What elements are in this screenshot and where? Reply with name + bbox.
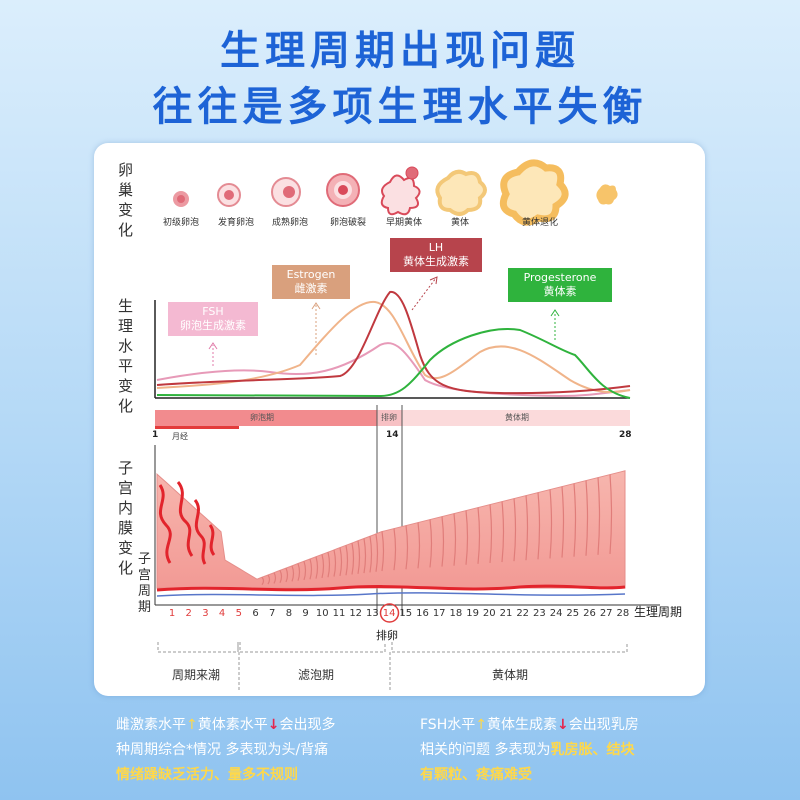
day-23: 23 — [533, 608, 546, 619]
level-label: 生理水平变化 — [118, 297, 134, 415]
phase-menses: 周期来潮 — [171, 668, 221, 682]
bottom-right-text: FSH水平↑黄体生成素↓会出现乳房 相关的问题 多表现为乳房胀、结块 有颗粒、疼… — [420, 713, 710, 788]
follicular-bar-label: 卵泡期 — [250, 413, 274, 422]
br-fsh: FSH水平 — [420, 717, 476, 733]
day-24: 24 — [549, 608, 563, 619]
stage-label-0: 初级卵泡 — [162, 218, 200, 228]
title-line-2: 往往是多项生理水平失衡 — [152, 84, 648, 130]
day-17: 17 — [432, 608, 446, 619]
day-16: 16 — [416, 608, 429, 619]
day-21: 21 — [499, 608, 513, 619]
day-10: 10 — [315, 608, 329, 619]
up-arrow-icon: ↑ — [186, 717, 198, 733]
day-8: 8 — [285, 608, 293, 619]
estrogen-desc: 雌激素 — [294, 282, 328, 295]
day-end-label: 28 — [619, 430, 632, 440]
up-arrow-icon: ↑ — [475, 717, 487, 733]
day-19: 19 — [466, 608, 479, 619]
day-11: 11 — [332, 608, 346, 619]
bl-tail: 会出现多 — [279, 717, 336, 733]
stage-label-4: 早期黄体 — [385, 218, 423, 228]
down-arrow-icon: ↓ — [267, 717, 280, 733]
day-27: 27 — [599, 608, 613, 619]
day-18: 18 — [449, 608, 463, 619]
progesterone-desc: 黄体素 — [543, 285, 577, 298]
fsh-box: FSH 卵泡生成激素 — [168, 302, 258, 336]
estrogen-name: Estrogen — [286, 268, 336, 281]
estrogen-box: Estrogen 雌激素 — [272, 265, 350, 299]
endometrium-label: 子宫内膜变化 — [118, 459, 134, 577]
br-line2b: 乳房胀、结块 — [550, 742, 635, 758]
progesterone-name: Progesterone — [523, 271, 597, 284]
br-lh: 黄体生成素 — [486, 717, 557, 733]
br-line3: 有颗粒、疼痛难受 — [420, 767, 532, 783]
day-7: 7 — [269, 608, 276, 619]
down-arrow-icon: ↓ — [556, 717, 569, 733]
fsh-desc: 卵泡生成激素 — [180, 319, 246, 332]
uterine-cycle-label: 子宫周期 — [138, 552, 152, 615]
day-14: 14 — [382, 608, 396, 619]
lh-desc: 黄体生成激素 — [403, 255, 469, 268]
br-tail: 会出现乳房 — [568, 717, 639, 733]
day-9: 9 — [302, 608, 309, 619]
luteal-bar-label: 黄体期 — [505, 413, 529, 422]
day-4: 4 — [218, 608, 226, 619]
bl-line3: 情绪躁缺乏活力、量多不规则 — [116, 767, 298, 783]
ovary-label: 卵巢变化 — [118, 161, 134, 239]
bl-line2: 种周期综合*情况 多表现为头/背痛 — [116, 742, 329, 758]
progesterone-box: Progesterone 黄体素 — [508, 268, 612, 302]
day-22: 22 — [516, 608, 530, 619]
stage-label-1: 发育卵泡 — [217, 218, 255, 228]
phase-luteal: 黄体期 — [491, 668, 529, 682]
day-2: 2 — [185, 608, 192, 619]
lh-name: LH — [428, 241, 444, 254]
stage-label-6: 黄体退化 — [521, 218, 559, 228]
ovulation-label: 排卵 — [376, 629, 398, 642]
lh-box: LH 黄体生成激素 — [390, 238, 482, 272]
cycle-axis-label: 生理周期 — [634, 605, 683, 619]
day-mid-label: 14 — [386, 430, 399, 440]
day-start-label: 1 — [152, 430, 159, 440]
bl-estrogen: 雌激素水平 — [116, 717, 186, 733]
stage-label-2: 成熟卵泡 — [271, 218, 309, 228]
bl-progesterone: 黄体素水平 — [197, 717, 268, 733]
day-25: 25 — [566, 608, 580, 619]
stage-label-5: 黄体 — [450, 218, 470, 228]
bottom-left-text: 雌激素水平↑黄体素水平↓会出现多 种周期综合*情况 多表现为头/背痛 情绪躁缺乏… — [116, 713, 406, 788]
stage-label-3: 卵泡破裂 — [329, 218, 367, 228]
menses-label: 月经 — [172, 432, 188, 441]
day-15: 15 — [399, 608, 413, 619]
day-5: 5 — [235, 608, 242, 619]
title-line-1: 生理周期出现问题 — [220, 28, 580, 74]
phase-follicular: 滤泡期 — [297, 668, 335, 682]
fsh-name: FSH — [202, 305, 224, 318]
day-6: 6 — [252, 608, 259, 619]
br-line2a: 相关的问题 多表现为 — [420, 742, 551, 758]
day-12: 12 — [349, 608, 363, 619]
day-26: 26 — [583, 608, 596, 619]
ovulation-bar-label: 排卵 — [381, 413, 397, 422]
day-1: 1 — [168, 608, 176, 619]
day-3: 3 — [202, 608, 209, 619]
day-13: 13 — [366, 608, 379, 619]
day-20: 20 — [482, 608, 496, 619]
day-28: 28 — [616, 608, 630, 619]
